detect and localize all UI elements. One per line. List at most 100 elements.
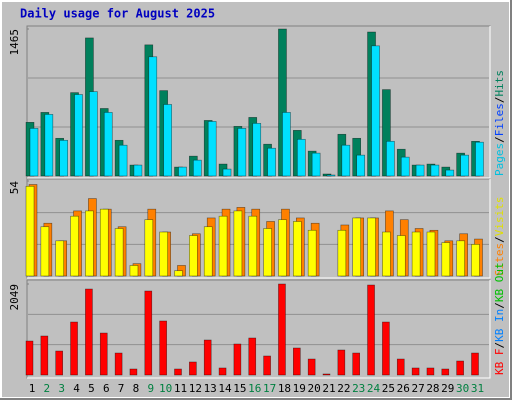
x-tick-label: 2	[44, 382, 51, 395]
legend-entry: KB Out	[493, 262, 506, 302]
bar	[352, 352, 361, 376]
bar	[85, 288, 93, 376]
bar	[426, 367, 435, 376]
bar	[411, 231, 421, 277]
legend-separator: /	[493, 136, 506, 143]
y-tick-label: 1465	[8, 29, 21, 56]
x-tick-label: 20	[308, 382, 321, 395]
x-tick-label: 14	[218, 382, 232, 395]
chart-title: Daily usage for August 2025	[20, 7, 215, 21]
bar	[337, 229, 347, 277]
x-tick-label: 28	[426, 382, 439, 395]
bar	[475, 141, 484, 177]
x-tick-label: 12	[189, 382, 202, 395]
bar	[70, 321, 78, 376]
bar	[189, 361, 197, 376]
bar	[441, 242, 451, 277]
bar	[144, 290, 153, 376]
bar	[367, 217, 376, 277]
x-tick-label: 7	[118, 382, 125, 395]
legend-entry: Visits	[493, 197, 506, 237]
bar	[337, 349, 346, 376]
bar	[326, 174, 336, 177]
bar	[129, 368, 138, 376]
bar	[118, 144, 128, 177]
bar	[189, 235, 198, 277]
bar	[129, 265, 139, 277]
x-tick-label: 11	[174, 382, 187, 395]
x-tick-label: 26	[397, 382, 410, 395]
bar	[148, 56, 158, 177]
x-tick-label: 24	[367, 382, 381, 395]
x-tick-label: 10	[159, 382, 172, 395]
bar	[40, 335, 49, 376]
bar	[218, 367, 227, 376]
bar	[292, 347, 301, 376]
bar	[25, 340, 34, 376]
bar	[282, 112, 291, 177]
legend-entry: KB In	[493, 309, 506, 342]
bar	[218, 215, 228, 277]
bar	[163, 104, 172, 177]
bar	[400, 156, 410, 177]
x-tick-label: 29	[441, 382, 454, 395]
bar	[456, 240, 465, 277]
bar	[367, 284, 375, 376]
legend-entry: Pages	[493, 143, 506, 176]
legend-separator: /	[493, 342, 506, 349]
bar	[471, 352, 479, 376]
x-tick-label: 30	[456, 382, 469, 395]
bar	[460, 154, 469, 177]
bar	[471, 244, 480, 277]
bar	[178, 166, 187, 177]
x-tick-label: 13	[204, 382, 217, 395]
x-tick-label: 8	[133, 382, 140, 395]
bar	[278, 219, 287, 277]
bar	[352, 217, 362, 277]
bar	[207, 121, 217, 177]
legend-separator: /	[493, 97, 506, 104]
bar	[174, 270, 183, 277]
legend-entry: KB F	[493, 349, 506, 376]
legend-separator: /	[493, 236, 506, 243]
bar	[203, 339, 212, 376]
y-tick-label: 54	[8, 181, 21, 195]
x-tick-label: 6	[103, 382, 110, 395]
x-tick-label: 17	[263, 382, 276, 395]
bar	[382, 231, 391, 277]
x-tick-label: 16	[248, 382, 261, 395]
bar	[307, 229, 317, 277]
bar	[70, 215, 79, 277]
y-tick-label: 2049	[8, 284, 21, 311]
bar	[203, 226, 213, 277]
bar	[426, 231, 436, 277]
bar	[55, 350, 64, 376]
bar	[263, 355, 271, 376]
bar	[29, 128, 39, 177]
bar	[415, 164, 425, 177]
bar	[144, 219, 154, 277]
x-tick-label: 3	[58, 382, 65, 395]
bar	[159, 231, 168, 277]
bar	[263, 228, 272, 277]
bar	[445, 169, 455, 177]
bar	[233, 343, 242, 376]
legend-separator: /	[493, 302, 506, 309]
bar	[74, 94, 83, 177]
bar	[248, 337, 257, 376]
bar	[296, 138, 306, 177]
bar	[237, 128, 247, 177]
x-tick-label: 22	[337, 382, 350, 395]
bar	[322, 373, 331, 376]
legend: KB F/KB In/KB Out	[493, 262, 506, 375]
x-tick-label: 21	[322, 382, 335, 395]
x-tick-label: 15	[233, 382, 246, 395]
bar	[356, 154, 366, 177]
bar	[411, 367, 420, 376]
legend: Sites/Visits	[493, 197, 506, 277]
x-tick-label: 9	[147, 382, 154, 395]
bar	[174, 368, 182, 376]
bar	[311, 152, 321, 177]
